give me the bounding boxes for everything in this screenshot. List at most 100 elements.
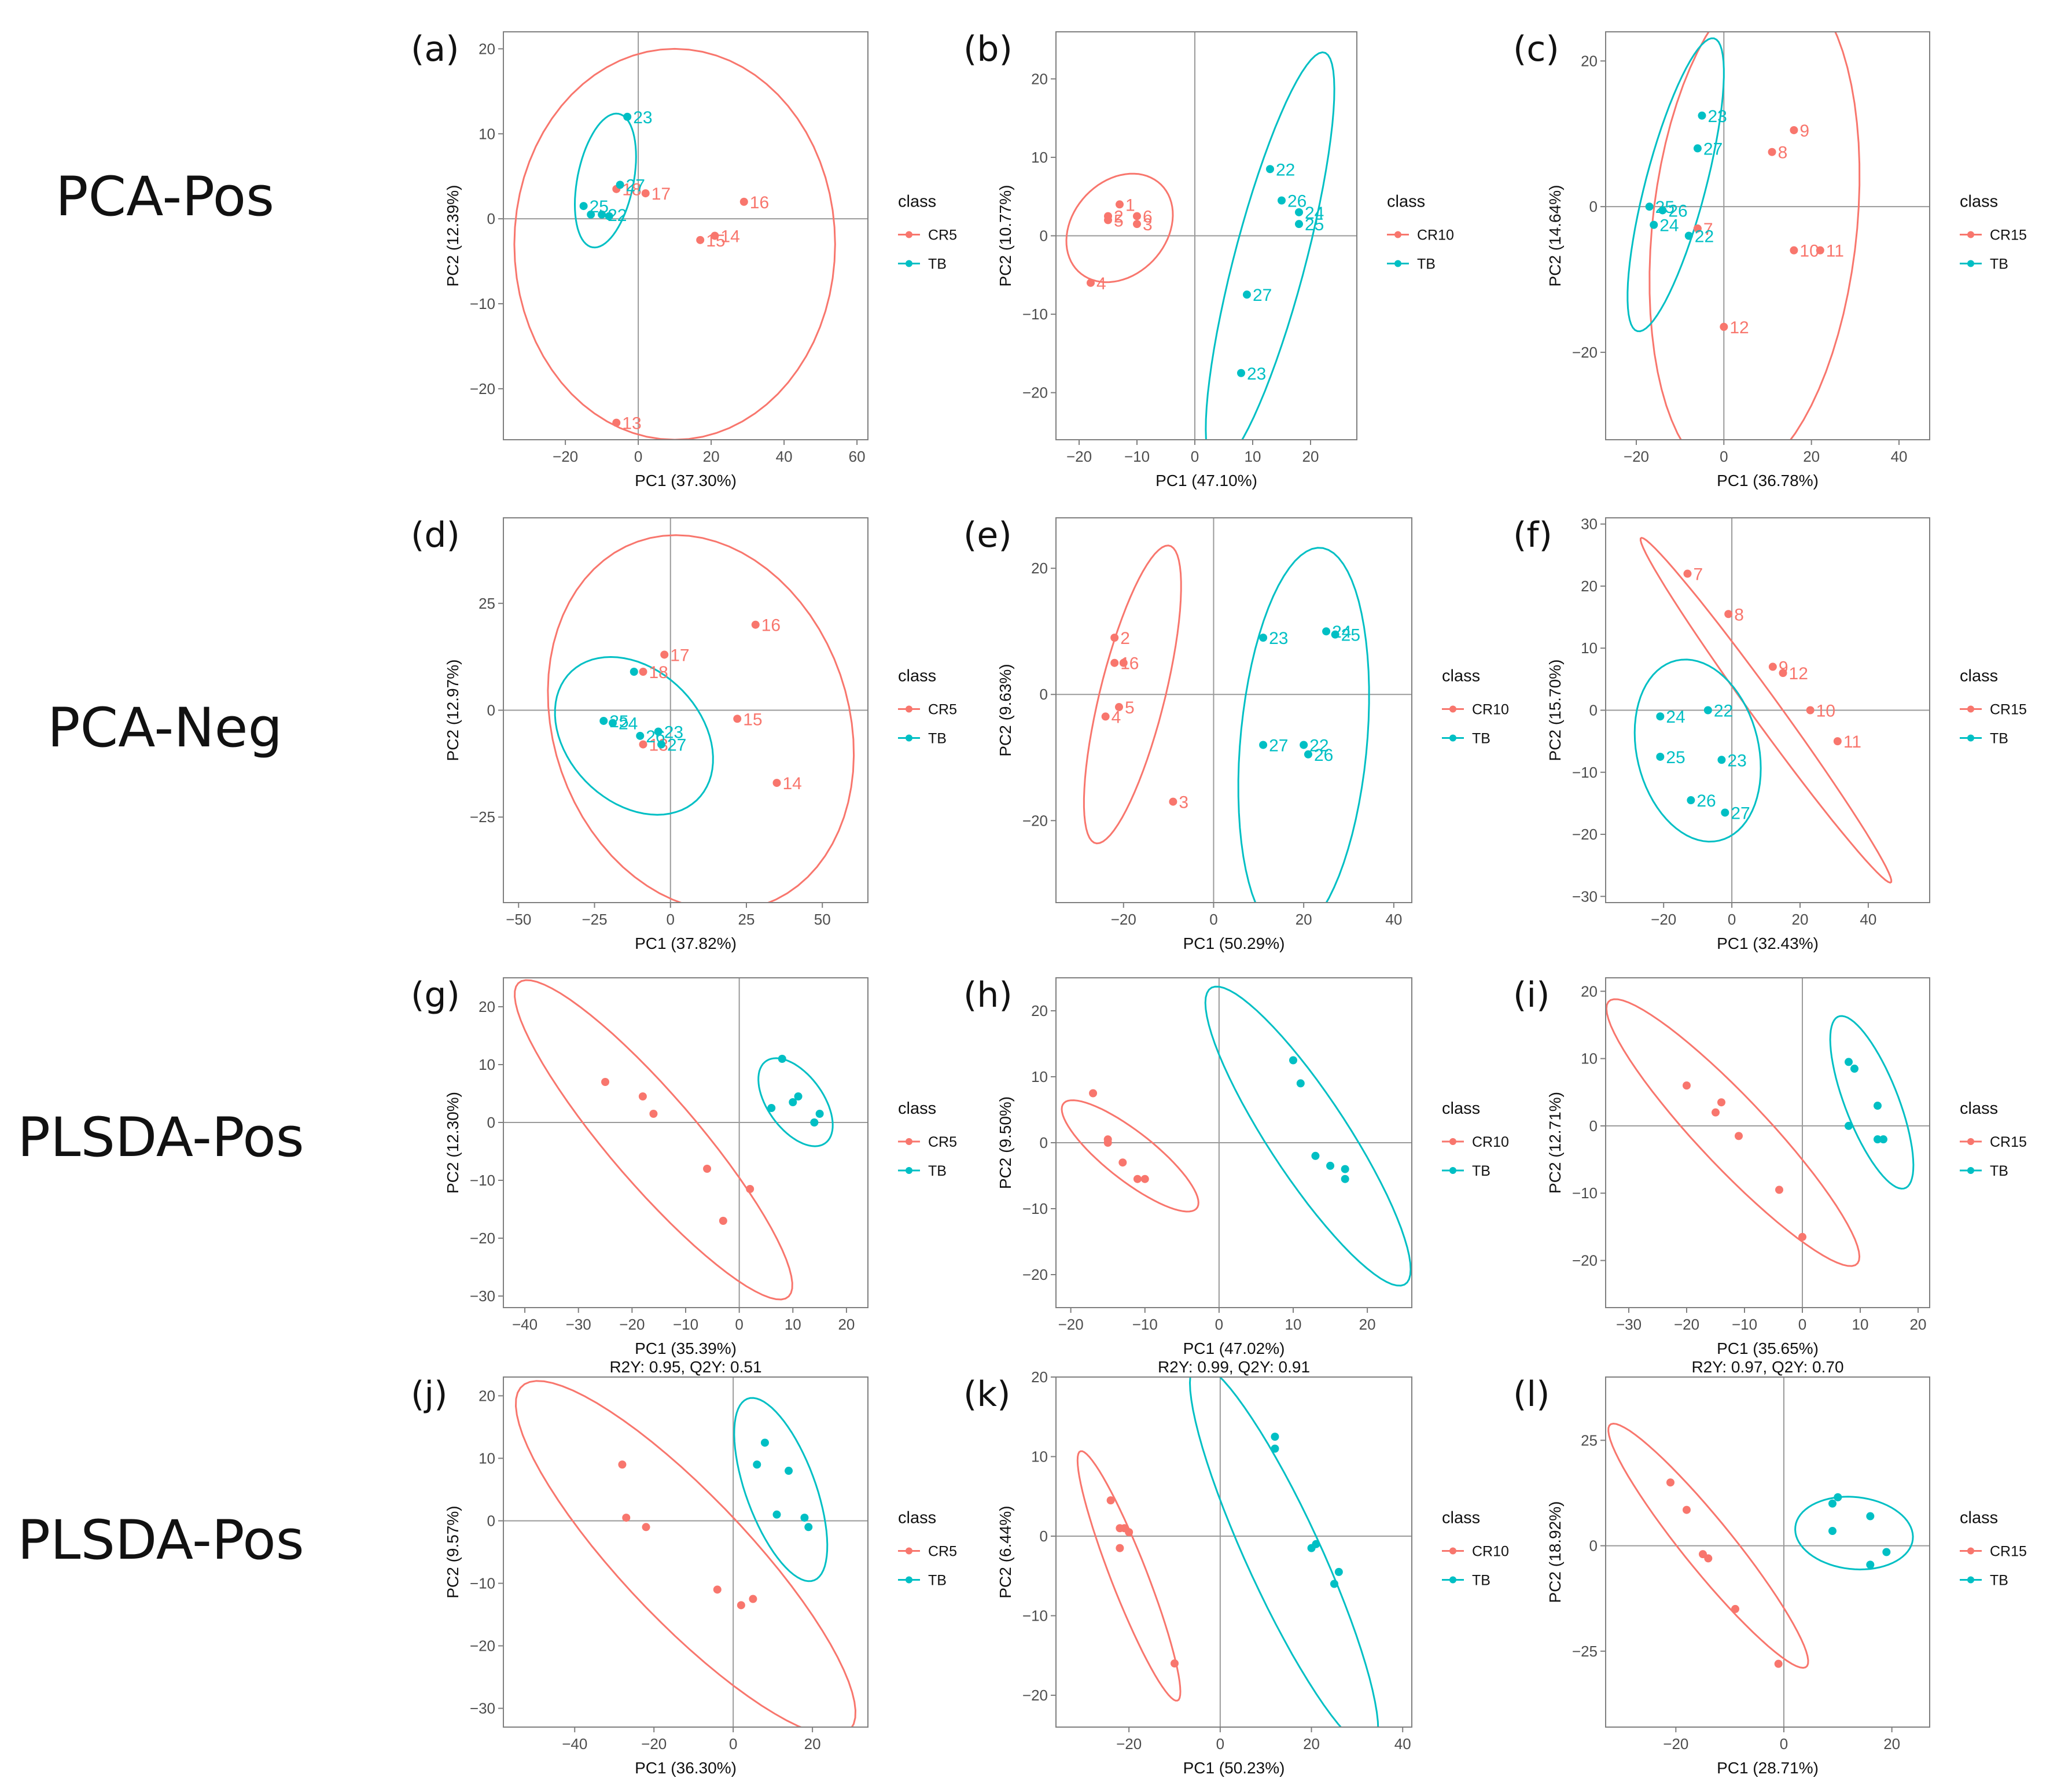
panel-label: (e) bbox=[963, 515, 1012, 555]
legend: class CR15 TB bbox=[1960, 193, 2027, 273]
y-axis-label: PC2 (12.97%) bbox=[444, 660, 462, 761]
point-label: 12 bbox=[1729, 318, 1749, 337]
x-axis-label: PC1 (28.71%) bbox=[1717, 1759, 1819, 1777]
legend: class CR5 TB bbox=[898, 1509, 957, 1589]
y-axis-label: PC2 (6.44%) bbox=[996, 1505, 1014, 1598]
point-label: 7 bbox=[1693, 565, 1703, 584]
point-cr bbox=[660, 650, 669, 659]
y-tick-label: 0 bbox=[1040, 1527, 1048, 1545]
point-label: 18 bbox=[649, 663, 668, 682]
y-tick-label: 10 bbox=[479, 125, 495, 142]
legend-item: TB bbox=[928, 731, 947, 747]
point-tb bbox=[760, 1438, 769, 1447]
legend-item: TB bbox=[1990, 1573, 2008, 1589]
point-tb bbox=[1330, 1580, 1338, 1588]
y-tick-label: −10 bbox=[1572, 764, 1598, 781]
point-label: 10 bbox=[1816, 702, 1835, 721]
point-label: 26 bbox=[1287, 192, 1306, 211]
legend-item: TB bbox=[1472, 731, 1490, 747]
y-tick-label: 0 bbox=[1589, 1117, 1598, 1135]
point-cr bbox=[749, 1595, 757, 1603]
point-tb bbox=[609, 719, 617, 727]
plot-frame bbox=[1605, 31, 1930, 440]
point-tb bbox=[800, 1514, 809, 1522]
y-tick-label: 25 bbox=[1581, 1431, 1598, 1449]
point-tb bbox=[1295, 208, 1303, 216]
point-tb bbox=[772, 1510, 781, 1519]
point-cr bbox=[711, 231, 719, 240]
point-tb bbox=[1304, 750, 1312, 759]
point-tb bbox=[579, 202, 588, 211]
legend-key-point bbox=[1967, 1576, 1974, 1584]
point-cr bbox=[1717, 1098, 1725, 1107]
y-tick-label: 20 bbox=[1031, 559, 1048, 577]
point-cr bbox=[1116, 1544, 1124, 1552]
legend-item: TB bbox=[928, 1573, 947, 1589]
point-cr bbox=[1171, 1659, 1179, 1667]
y-axis-label: PC2 (18.92%) bbox=[1546, 1501, 1564, 1603]
legend-item: TB bbox=[1990, 256, 2008, 273]
x-tick-label: −50 bbox=[506, 911, 531, 928]
point-tb bbox=[1259, 741, 1268, 749]
point-tb bbox=[1866, 1512, 1875, 1521]
point-cr bbox=[719, 1217, 727, 1225]
ellipse-tb bbox=[1829, 1015, 1915, 1190]
score-points bbox=[601, 1055, 824, 1225]
point-cr bbox=[1774, 1659, 1783, 1668]
ellipse-cr bbox=[547, 534, 855, 903]
point-tb bbox=[753, 1460, 761, 1469]
y-axis-label: PC2 (15.70%) bbox=[1546, 660, 1564, 761]
point-cr bbox=[733, 715, 742, 723]
x-tick-label: −10 bbox=[1132, 1316, 1158, 1333]
x-tick-label: 20 bbox=[1359, 1316, 1376, 1333]
confidence-ellipses bbox=[514, 979, 834, 1301]
x-axis-label: PC1 (50.23%) bbox=[1183, 1759, 1285, 1777]
point-cr bbox=[1683, 569, 1692, 578]
point-label: 22 bbox=[1714, 702, 1733, 721]
y-tick-label: −30 bbox=[470, 1287, 495, 1305]
ellipse-tb bbox=[1633, 658, 1762, 843]
legend-title: class bbox=[1960, 1099, 1998, 1118]
y-tick-label: 20 bbox=[479, 1387, 495, 1404]
x-tick-label: 0 bbox=[729, 1735, 737, 1753]
legend: class CR10 TB bbox=[1387, 193, 1454, 273]
point-label: 27 bbox=[1253, 286, 1272, 305]
point-label: 9 bbox=[1799, 122, 1809, 141]
ellipse-cr bbox=[1061, 1099, 1199, 1213]
point-tb bbox=[616, 181, 624, 189]
point-cr bbox=[1125, 1528, 1133, 1537]
y-tick-label: −10 bbox=[470, 1575, 495, 1592]
confidence-ellipses bbox=[514, 1380, 857, 1727]
point-label: 25 bbox=[1666, 748, 1685, 767]
legend-item: CR15 bbox=[1990, 1544, 2027, 1560]
point-tb bbox=[1656, 712, 1665, 721]
point-cr bbox=[1775, 1186, 1783, 1194]
y-tick-label: 0 bbox=[487, 702, 495, 719]
point-cr bbox=[1768, 148, 1776, 156]
x-axis-label: PC1 (47.02%) bbox=[1183, 1339, 1285, 1357]
ellipse-tb bbox=[757, 1057, 834, 1147]
x-axis-label: PC1 (37.82%) bbox=[635, 934, 737, 952]
x-tick-label: 0 bbox=[1216, 1735, 1224, 1753]
point-label: 6 bbox=[1129, 654, 1139, 673]
y-axis-label: PC2 (12.39%) bbox=[444, 185, 462, 287]
ellipse-tb bbox=[1188, 1377, 1379, 1727]
point-cr bbox=[713, 1585, 722, 1594]
point-tb bbox=[1879, 1135, 1887, 1144]
x-tick-label: 40 bbox=[1385, 911, 1402, 928]
x-tick-label: 0 bbox=[1728, 911, 1736, 928]
panel-label: (d) bbox=[411, 515, 460, 555]
point-tb bbox=[1311, 1151, 1320, 1160]
panel-label: (a) bbox=[411, 29, 459, 69]
legend-key-point bbox=[1967, 260, 1974, 267]
legend-key-point bbox=[1449, 734, 1456, 742]
point-label: 26 bbox=[1668, 201, 1687, 220]
point-label: 7 bbox=[1703, 220, 1713, 239]
x-tick-label: 20 bbox=[1296, 911, 1312, 928]
point-label: 2 bbox=[1114, 208, 1124, 227]
panel-c: (c)987101112232725262422−2002040−20020PC… bbox=[1513, 29, 2027, 489]
legend-item: CR15 bbox=[1990, 1134, 2027, 1150]
confidence-ellipses bbox=[1607, 1422, 1914, 1669]
